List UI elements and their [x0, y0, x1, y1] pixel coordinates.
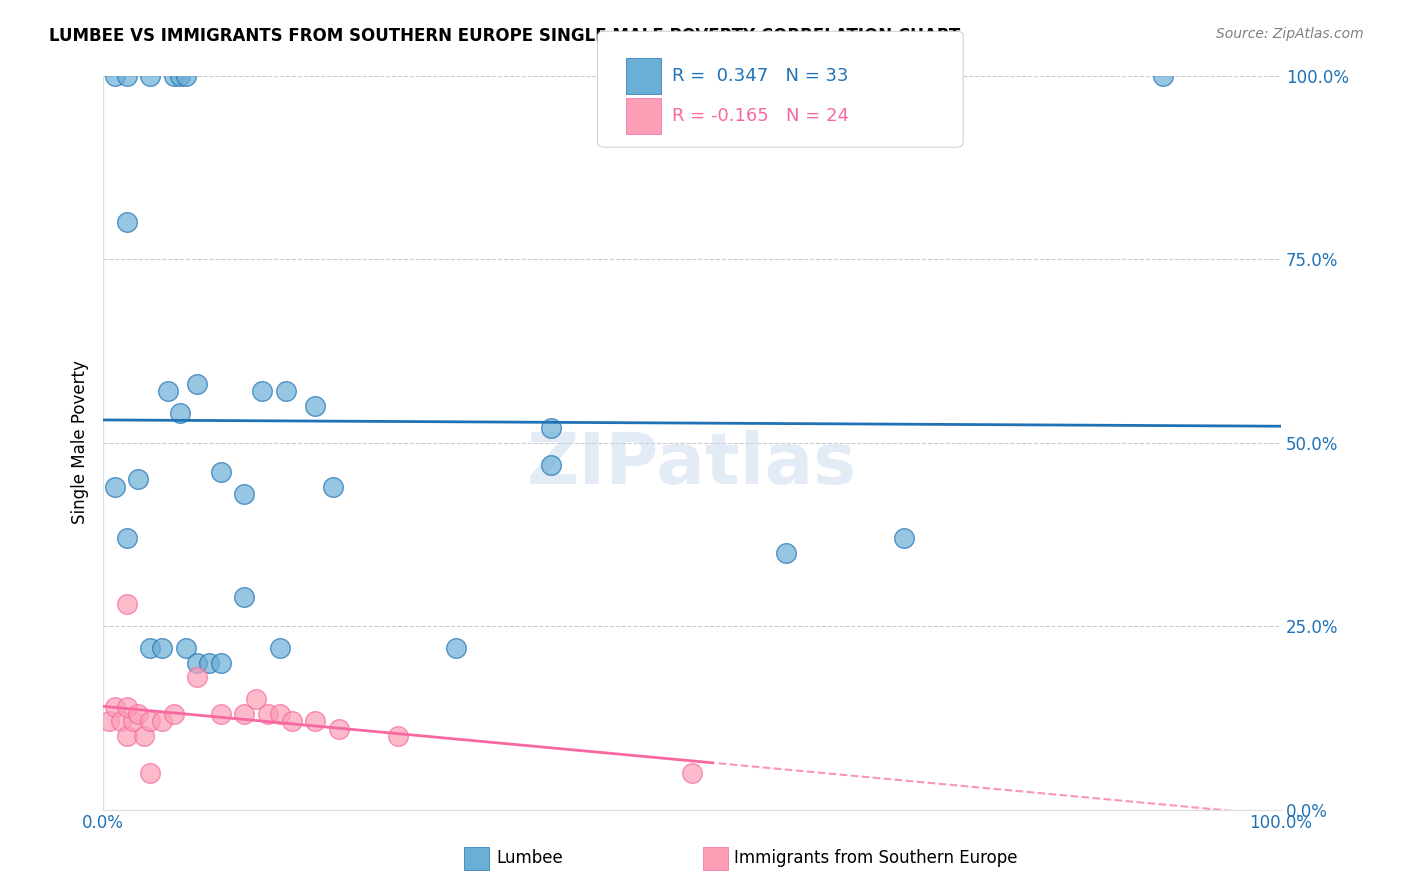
Point: [127, 472, 149, 486]
Point: [139, 641, 162, 656]
Point: [134, 729, 156, 743]
Point: [209, 656, 232, 670]
Text: LUMBEE VS IMMIGRANTS FROM SOUTHERN EUROPE SINGLE MALE POVERTY CORRELATION CHART: LUMBEE VS IMMIGRANTS FROM SOUTHERN EUROP…: [49, 27, 960, 45]
Text: R =  0.347   N = 33: R = 0.347 N = 33: [672, 67, 849, 85]
Point: [163, 707, 186, 722]
Point: [174, 641, 197, 656]
Point: [233, 590, 256, 604]
Point: [893, 531, 915, 545]
Point: [115, 597, 138, 611]
Point: [1152, 69, 1174, 83]
Point: [540, 458, 562, 472]
Point: [139, 714, 162, 729]
Point: [115, 69, 138, 83]
Point: [304, 399, 326, 413]
Point: [163, 69, 186, 83]
Text: Source: ZipAtlas.com: Source: ZipAtlas.com: [1216, 27, 1364, 41]
Point: [304, 714, 326, 729]
Point: [104, 69, 127, 83]
Y-axis label: Single Male Poverty: Single Male Poverty: [72, 360, 89, 524]
Point: [209, 465, 232, 479]
Point: [209, 707, 232, 722]
Point: [269, 707, 291, 722]
Point: [127, 707, 149, 722]
Text: ZIPatlas: ZIPatlas: [527, 430, 858, 499]
Point: [150, 641, 173, 656]
Point: [245, 692, 267, 706]
Point: [121, 714, 143, 729]
Point: [274, 384, 297, 399]
Point: [198, 656, 221, 670]
Point: [115, 215, 138, 229]
Point: [150, 714, 173, 729]
Text: Immigrants from Southern Europe: Immigrants from Southern Europe: [734, 849, 1018, 867]
Point: [233, 707, 256, 722]
Point: [250, 384, 273, 399]
Text: Lumbee: Lumbee: [496, 849, 562, 867]
Point: [387, 729, 409, 743]
Point: [269, 641, 291, 656]
Point: [322, 479, 344, 493]
Point: [186, 656, 208, 670]
Point: [156, 384, 179, 399]
Point: [681, 765, 703, 780]
Point: [139, 765, 162, 780]
Text: R = -0.165   N = 24: R = -0.165 N = 24: [672, 107, 849, 125]
Point: [139, 69, 162, 83]
Point: [104, 479, 127, 493]
Point: [186, 670, 208, 684]
Point: [257, 707, 280, 722]
Point: [115, 531, 138, 545]
Point: [174, 69, 197, 83]
Point: [169, 69, 191, 83]
Point: [446, 641, 468, 656]
Point: [233, 487, 256, 501]
Point: [328, 722, 350, 736]
Point: [775, 546, 797, 560]
Point: [540, 421, 562, 435]
Point: [169, 406, 191, 420]
Point: [186, 376, 208, 391]
Point: [115, 729, 138, 743]
Point: [115, 699, 138, 714]
Point: [104, 699, 127, 714]
Point: [98, 714, 121, 729]
Point: [280, 714, 302, 729]
Point: [110, 714, 132, 729]
